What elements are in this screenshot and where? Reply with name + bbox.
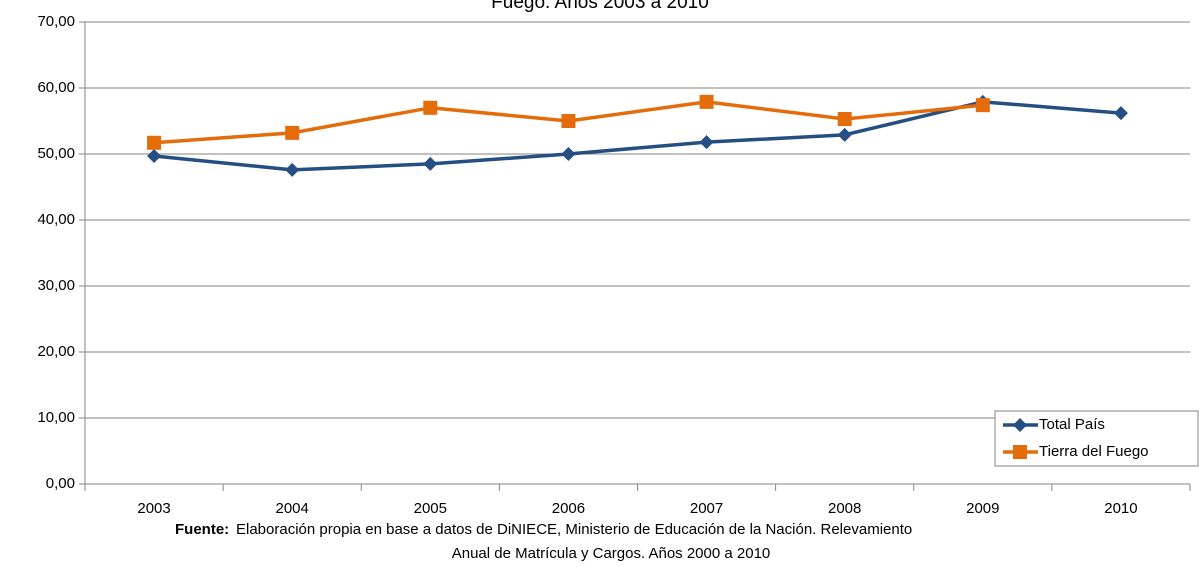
legend-marker (1013, 445, 1027, 459)
marker (561, 114, 576, 128)
legend-label: Tierra del Fuego (1039, 443, 1149, 460)
x-tick-label: 2006 (552, 500, 585, 517)
marker (285, 125, 300, 140)
y-tick-label: 0,00 (46, 475, 75, 492)
marker (1113, 106, 1128, 121)
y-tick-label: 50,00 (37, 145, 75, 162)
x-tick-label: 2009 (966, 500, 999, 517)
x-tick-label: 2005 (414, 500, 447, 517)
x-tick-label: 2004 (276, 500, 309, 517)
legend-marker (1013, 418, 1027, 432)
marker (837, 112, 852, 127)
y-tick-label: 70,00 (37, 13, 75, 30)
marker (147, 135, 162, 150)
marker (147, 148, 162, 163)
x-tick-label: 2010 (1104, 500, 1137, 517)
source-text: Anual de Matrícula y Cargos. Años 2000 a… (452, 545, 771, 562)
chart-title: Fuego. Años 2003 a 2010 (491, 0, 709, 13)
source-label: Fuente: (175, 521, 229, 538)
marker (423, 100, 438, 115)
y-tick-label: 40,00 (37, 211, 75, 228)
y-tick-label: 20,00 (37, 343, 75, 360)
y-tick-label: 10,00 (37, 409, 75, 426)
marker (699, 135, 714, 150)
x-tick-label: 2003 (137, 500, 170, 517)
marker (561, 147, 576, 161)
marker (837, 127, 852, 142)
x-tick-label: 2008 (828, 500, 861, 517)
legend-box (994, 410, 1199, 467)
marker (285, 162, 300, 177)
legend-label: Total País (1039, 416, 1105, 433)
source-text: Elaboración propia en base a datos de Di… (236, 521, 912, 538)
marker (423, 156, 438, 171)
x-tick-label: 2007 (690, 500, 723, 517)
marker (975, 98, 990, 113)
marker (699, 94, 714, 109)
y-tick-label: 60,00 (37, 79, 75, 96)
y-tick-label: 30,00 (37, 277, 75, 294)
